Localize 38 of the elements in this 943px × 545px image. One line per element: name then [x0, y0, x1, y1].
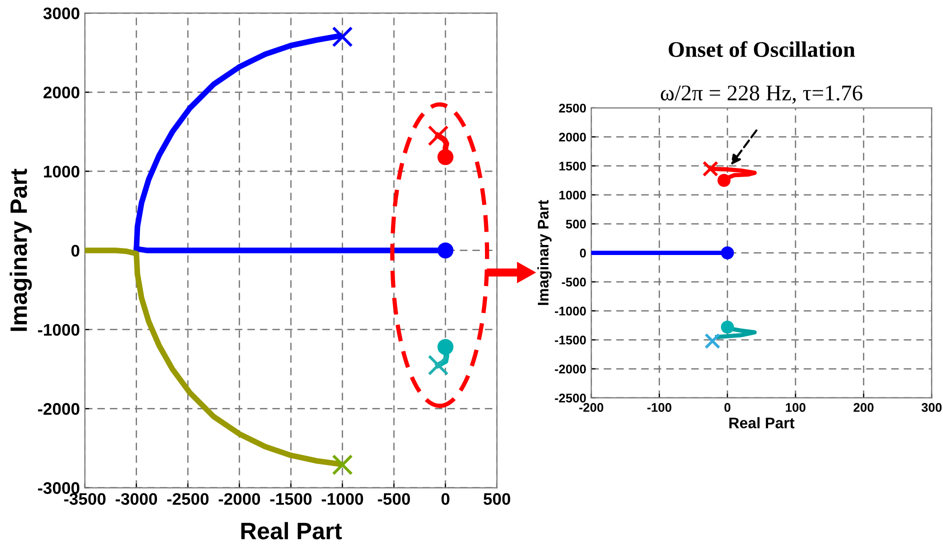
y-tick-label: 2500	[559, 104, 586, 113]
y-tick-label: 500	[566, 220, 586, 229]
x-tick-label: -500	[378, 493, 410, 505]
y-tick-label: -3000	[38, 482, 80, 494]
y-tick-label: 1000	[559, 190, 586, 200]
x-axis-title: Real Part	[729, 417, 794, 428]
x-tick-label: -3500	[64, 493, 106, 505]
y-tick-label: -1000	[38, 324, 80, 336]
x-tick-label: -1500	[270, 493, 312, 505]
x-tick-label: 500	[484, 493, 510, 505]
y-tick-label: 0	[580, 248, 586, 258]
x-tick-label: -1000	[322, 493, 364, 505]
x-tick-label: -2000	[218, 493, 260, 505]
x-tick-label: -3000	[116, 493, 158, 505]
y-tick-label: -500	[562, 278, 586, 287]
y-tick-label: 2000	[44, 86, 80, 98]
x-tick-label: -100	[647, 403, 672, 412]
x-tick-label: 200	[854, 403, 874, 412]
x-tick-label: -200	[579, 403, 604, 412]
y-tick-label: 3000	[43, 7, 80, 20]
y-axis-title: Imaginary Part	[537, 200, 552, 305]
chart-title: Onset of Oscillation	[668, 41, 855, 58]
y-tick-label: 0	[71, 244, 80, 257]
x-tick-label: 0	[441, 493, 450, 505]
x-tick-label: 0	[724, 403, 730, 412]
y-axis-title: Imaginary Part	[10, 168, 32, 331]
x-tick-label: -2500	[167, 493, 209, 505]
y-tick-label: -1000	[554, 306, 586, 316]
y-tick-label: -1500	[554, 336, 586, 345]
y-tick-label: 2000	[559, 132, 586, 142]
x-axis-title: Real Part	[241, 522, 342, 540]
y-tick-label: -2000	[554, 364, 586, 374]
y-tick-label: -2500	[554, 394, 586, 402]
chart-subtitle: ω/2π = 228 Hz, τ=1.76	[660, 86, 862, 104]
y-tick-label: 1000	[44, 166, 80, 178]
x-tick-label: 300	[922, 403, 942, 412]
x-tick-label: 100	[786, 403, 806, 412]
y-tick-label: 1500	[559, 162, 586, 171]
